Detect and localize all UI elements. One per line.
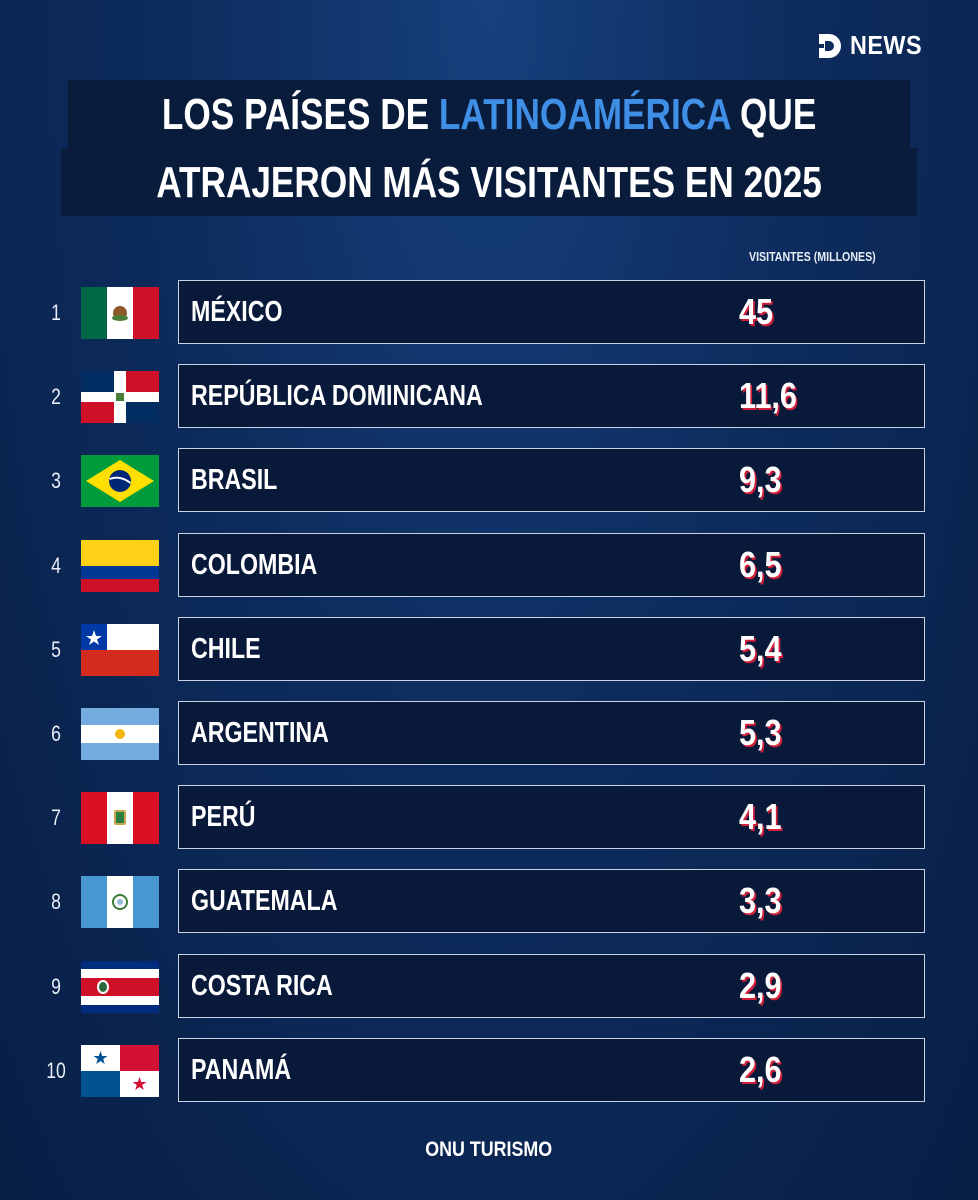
visitor-value: 5,3	[739, 712, 782, 753]
chile-flag-icon	[81, 623, 159, 676]
logo-text: NEWS	[850, 30, 922, 60]
table-row: 3 BRASIL 9,3	[0, 448, 978, 514]
table-row: 2 REPÚBLICA DOMINICANA 11,6	[0, 364, 978, 430]
country-box: ARGENTINA 5,3	[178, 701, 925, 765]
country-name: COLOMBIA	[191, 548, 318, 581]
peru-flag-icon	[81, 792, 159, 845]
table-row: 4 COLOMBIA 6,5	[0, 532, 978, 599]
visitor-value: 45	[739, 291, 774, 332]
country-name: PANAMÁ	[191, 1053, 292, 1086]
visitor-value: 6,5	[739, 543, 782, 585]
title-part-1: LOS PAÍSES DE	[161, 90, 439, 139]
title-highlight: LATINOAMÉRICA	[438, 90, 731, 139]
table-row: 7 PERÚ 4,1	[0, 785, 978, 851]
dominican-republic-flag-icon	[81, 371, 159, 424]
guatemala-flag-icon	[81, 876, 159, 929]
table-row: 9 COSTA RICA 2,9	[0, 953, 978, 1020]
rank-number: 10	[46, 1057, 66, 1083]
visitor-value: 2,9	[739, 964, 782, 1006]
panama-flag-icon	[81, 1044, 159, 1097]
table-row: 6 ARGENTINA 5,3	[0, 701, 978, 767]
country-box: COSTA RICA 2,9	[178, 953, 925, 1018]
visitor-value: 9,3	[739, 459, 782, 501]
rank-number: 4	[51, 552, 61, 578]
mexico-flag-icon	[81, 287, 159, 339]
country-box: GUATEMALA 3,3	[178, 869, 925, 934]
rank-number: 6	[51, 721, 61, 746]
title-part-3: QUE	[730, 90, 817, 139]
table-row: 5 CHILE 5,4	[0, 616, 978, 683]
argentina-flag-icon	[81, 708, 159, 760]
country-name: MÉXICO	[191, 296, 283, 328]
country-box: BRASIL 9,3	[178, 448, 925, 513]
title-line-1: LOS PAÍSES DE LATINOAMÉRICA QUE	[67, 80, 911, 148]
country-name: REPÚBLICA DOMINICANA	[191, 380, 483, 413]
visitor-value: 3,3	[739, 880, 782, 922]
page-title: LOS PAÍSES DE LATINOAMÉRICA QUE ATRAJERO…	[0, 80, 978, 216]
table-row: 1 MÉXICO 45	[0, 280, 978, 346]
table-row: 8 GUATEMALA 3,3	[0, 869, 978, 935]
country-name: COSTA RICA	[191, 969, 333, 1002]
country-box: COLOMBIA 6,5	[178, 532, 925, 597]
country-name: ARGENTINA	[191, 717, 329, 749]
country-name: CHILE	[191, 632, 261, 665]
source-credit: ONU TURISMO	[425, 1138, 553, 1161]
visitor-value: 5,4	[739, 627, 782, 669]
column-header: VISITANTES (MILLONES)	[749, 250, 876, 264]
title-line-2: ATRAJERON MÁS VISITANTES EN 2025	[60, 148, 918, 216]
country-box: MÉXICO 45	[178, 280, 925, 344]
country-box: CHILE 5,4	[178, 616, 925, 681]
costa-rica-flag-icon	[81, 960, 159, 1013]
brazil-flag-icon	[81, 455, 159, 508]
rank-number: 9	[51, 973, 61, 999]
country-name: BRASIL	[191, 464, 278, 497]
d-logo-icon	[817, 33, 841, 58]
rank-number: 3	[51, 468, 61, 494]
visitor-value: 2,6	[739, 1048, 782, 1090]
visitor-value: 11,6	[739, 375, 797, 417]
colombia-flag-icon	[81, 539, 159, 592]
country-box: PANAMÁ 2,6	[178, 1037, 925, 1102]
country-box: PERÚ 4,1	[178, 785, 925, 850]
rank-number: 2	[51, 384, 61, 410]
rank-number: 1	[51, 300, 61, 325]
country-name: GUATEMALA	[191, 885, 338, 918]
country-name: PERÚ	[191, 801, 256, 834]
rank-number: 8	[51, 889, 61, 915]
brand-logo: NEWS	[816, 30, 930, 61]
rank-number: 7	[51, 805, 61, 831]
rank-number: 5	[51, 636, 61, 662]
country-box: REPÚBLICA DOMINICANA 11,6	[178, 364, 925, 429]
visitor-value: 4,1	[739, 796, 782, 838]
table-row: 10 PANAMÁ 2,6	[0, 1037, 978, 1104]
